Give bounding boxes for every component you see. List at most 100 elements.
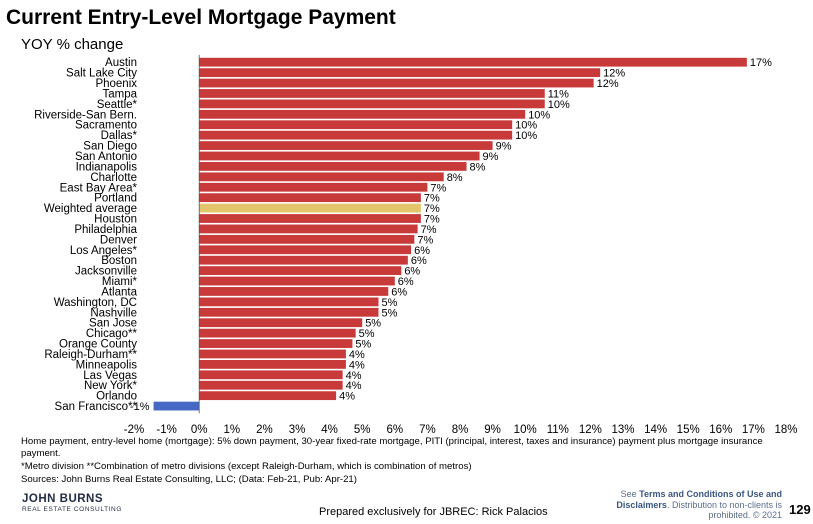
- data-label-13: 7%: [424, 193, 440, 205]
- category-label-13: Portland: [94, 193, 137, 205]
- prepared-for-text: Prepared exclusively for JBREC: Rick Pal…: [319, 506, 548, 518]
- category-label-3: Tampa: [102, 88, 137, 100]
- data-label-31: 4%: [346, 380, 362, 392]
- bar-18: [199, 245, 412, 255]
- data-label-19: 6%: [411, 255, 427, 267]
- data-label-7: 10%: [515, 130, 537, 142]
- category-label-27: Orange County: [59, 339, 137, 351]
- category-label-21: Miami*: [102, 276, 138, 288]
- bar-13: [199, 193, 421, 203]
- category-label-8: San Diego: [83, 141, 137, 153]
- category-label-31: New York*: [84, 380, 138, 392]
- sources-note: Sources: John Burns Real Estate Consulti…: [21, 474, 357, 485]
- category-label-16: Philadelphia: [74, 224, 137, 236]
- data-label-25: 5%: [365, 318, 381, 330]
- data-label-18: 6%: [414, 245, 430, 257]
- logo-tagline: REAL ESTATE CONSULTING: [22, 506, 123, 513]
- x-tick-label-8: 6%: [386, 424, 403, 436]
- bar-22: [199, 287, 389, 296]
- category-label-14: Weighted average: [44, 203, 137, 215]
- x-tick-label-13: 11%: [547, 424, 569, 436]
- data-label-33: -1%: [130, 401, 150, 413]
- data-label-1: 12%: [603, 68, 625, 80]
- bar-19: [199, 255, 408, 265]
- x-tick-label-1: -1%: [156, 424, 176, 436]
- category-label-0: Austin: [105, 57, 137, 69]
- x-tick-label-15: 13%: [611, 424, 634, 436]
- definition-note: Home payment, entry-level home (mortgage…: [21, 436, 763, 459]
- category-label-30: Las Vegas: [83, 370, 137, 382]
- data-label-24: 5%: [382, 307, 398, 319]
- x-tick-label-6: 4%: [321, 424, 338, 436]
- x-tick-label-9: 7%: [419, 424, 436, 436]
- category-label-4: Seattle*: [97, 99, 138, 111]
- data-label-0: 17%: [750, 57, 772, 69]
- bar-17: [199, 234, 415, 244]
- x-tick-label-14: 12%: [579, 424, 602, 436]
- category-label-18: Los Angeles*: [70, 245, 138, 257]
- x-tick-label-0: -2%: [124, 424, 144, 436]
- category-label-7: Dallas*: [101, 130, 138, 142]
- category-label-5: Riverside-San Bern.: [34, 109, 137, 121]
- bar-29: [199, 359, 346, 369]
- data-label-10: 8%: [470, 161, 486, 173]
- bar-26: [199, 328, 356, 338]
- category-label-25: San Jose: [89, 318, 137, 330]
- data-label-26: 5%: [359, 328, 375, 340]
- bar-10: [199, 162, 467, 171]
- data-label-23: 5%: [382, 297, 398, 309]
- data-label-3: 11%: [548, 88, 569, 100]
- data-label-9: 9%: [483, 151, 499, 163]
- disclaimer-suffix: . Distribution to non-clients is prohibi…: [666, 499, 782, 521]
- x-tick-label-12: 10%: [514, 424, 537, 436]
- category-label-11: Charlotte: [90, 172, 137, 184]
- category-label-19: Boston: [101, 255, 137, 267]
- x-tick-label-20: 18%: [774, 424, 797, 436]
- logo-name: JOHN BURNS: [22, 493, 104, 505]
- page-number: 129: [789, 502, 811, 517]
- bar-5: [199, 109, 526, 119]
- category-label-6: Sacramento: [75, 120, 137, 132]
- category-label-33: San Francisco**: [55, 401, 138, 413]
- category-label-29: Minneapolis: [76, 359, 138, 371]
- x-tick-label-7: 5%: [354, 424, 371, 436]
- x-tick-label-17: 15%: [677, 424, 700, 436]
- category-label-32: Orlando: [96, 391, 137, 403]
- data-label-2: 12%: [597, 78, 619, 90]
- category-label-2: Phoenix: [95, 78, 137, 90]
- data-label-20: 6%: [404, 266, 420, 278]
- data-label-21: 6%: [398, 276, 414, 288]
- chart-subtitle: YOY % change: [21, 36, 124, 53]
- bar-6: [199, 120, 513, 130]
- data-label-14: 7%: [424, 203, 440, 215]
- data-label-15: 7%: [424, 214, 440, 226]
- bar-4: [199, 99, 545, 109]
- x-tick-label-18: 16%: [709, 424, 732, 436]
- bar-3: [199, 89, 545, 98]
- bar-2: [199, 78, 594, 88]
- terms-link[interactable]: Terms and Conditions of Use and Disclaim…: [616, 489, 782, 510]
- category-label-24: Nashville: [90, 307, 137, 319]
- category-label-15: Houston: [94, 214, 137, 226]
- bar-16: [199, 224, 418, 234]
- bar-21: [199, 276, 395, 286]
- data-label-5: 10%: [528, 109, 550, 121]
- category-label-22: Atlanta: [101, 286, 137, 298]
- data-label-4: 10%: [548, 99, 570, 111]
- data-label-12: 7%: [430, 182, 446, 194]
- x-tick-label-2: 0%: [191, 424, 208, 436]
- chart-title: Current Entry-Level Mortgage Payment: [6, 6, 396, 29]
- data-label-11: 8%: [447, 172, 463, 184]
- category-label-23: Washington, DC: [54, 297, 137, 309]
- x-tick-label-3: 1%: [223, 424, 240, 436]
- company-logo: JOHN BURNS REAL ESTATE CONSULTING: [22, 493, 122, 513]
- x-tick-label-11: 9%: [484, 424, 501, 436]
- bar-20: [199, 266, 402, 276]
- disclaimer-text: See Terms and Conditions of Use and Disc…: [608, 489, 782, 521]
- data-label-28: 4%: [349, 349, 365, 361]
- x-tick-label-19: 17%: [742, 424, 765, 436]
- bar-9: [199, 151, 480, 161]
- bar-14: [199, 203, 421, 213]
- bar-11: [199, 172, 444, 182]
- bar-24: [199, 307, 379, 317]
